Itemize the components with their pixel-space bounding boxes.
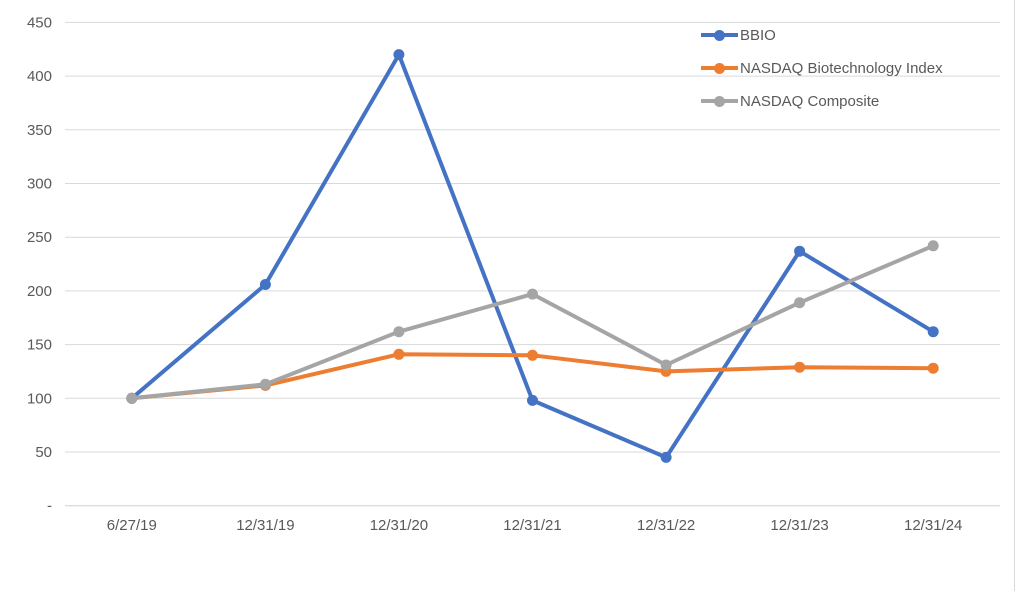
- data-point-nasdaq-composite: [126, 392, 138, 404]
- legend-marker-nasdaq-biotechnology-index: [701, 62, 738, 74]
- x-tick-label: 12/31/24: [904, 517, 962, 534]
- legend-label-bbio: BBIO: [740, 26, 776, 44]
- y-tick-label: 300: [27, 176, 52, 193]
- legend-marker-dot: [714, 29, 725, 41]
- y-tick-label: 350: [27, 122, 52, 139]
- y-tick-label: -: [47, 498, 52, 515]
- legend-label-nasdaq-biotechnology-index: NASDAQ Biotechnology Index: [740, 59, 943, 77]
- legend-marker-nasdaq-composite: [701, 95, 738, 107]
- data-point-bbio: [393, 49, 405, 61]
- legend-item-nasdaq-composite: NASDAQ Composite: [701, 90, 943, 112]
- data-point-nasdaq-composite: [527, 288, 538, 300]
- data-point-bbio: [259, 279, 271, 290]
- legend-marker-bbio: [701, 29, 738, 41]
- x-tick-label: 12/31/20: [370, 517, 428, 534]
- data-point-bbio: [660, 451, 672, 463]
- y-tick-label: 150: [27, 337, 52, 354]
- y-tick-label: 50: [35, 444, 52, 461]
- y-tick-label: 400: [27, 68, 52, 85]
- data-point-bbio: [927, 326, 939, 338]
- series-line-nasdaq-biotechnology-index: [129, 352, 936, 401]
- data-point-nasdaq-biotechnology-index: [393, 348, 405, 360]
- data-point-nasdaq-biotechnology-index: [927, 362, 939, 374]
- legend-marker-dot: [714, 95, 725, 107]
- x-tick-label: 12/31/19: [236, 517, 294, 534]
- y-tick-label: 200: [27, 283, 52, 300]
- data-point-nasdaq-composite: [794, 297, 806, 309]
- legend-marker-dot: [714, 62, 725, 74]
- data-point-bbio: [794, 245, 806, 257]
- x-tick-label: 12/31/23: [770, 517, 828, 534]
- data-point-nasdaq-composite: [660, 359, 672, 371]
- data-point-nasdaq-composite: [259, 378, 271, 390]
- data-point-nasdaq-composite: [393, 326, 405, 338]
- legend-item-bbio: BBIO: [701, 24, 943, 46]
- chart-legend: BBIO NASDAQ Biotechnology Index NASDAQ C…: [701, 24, 943, 112]
- x-tick-label: 6/27/19: [107, 517, 157, 534]
- y-tick-label: 250: [27, 229, 52, 246]
- series-line-nasdaq-composite: [129, 243, 936, 401]
- x-tick-label: 12/31/22: [637, 517, 695, 534]
- data-point-bbio: [527, 394, 538, 406]
- y-tick-label: 100: [27, 390, 52, 407]
- x-tick-label: 12/31/21: [503, 517, 561, 534]
- data-point-nasdaq-composite: [927, 240, 939, 252]
- data-point-nasdaq-biotechnology-index: [794, 361, 806, 373]
- legend-label-nasdaq-composite: NASDAQ Composite: [740, 92, 880, 110]
- data-point-nasdaq-biotechnology-index: [527, 349, 538, 361]
- y-tick-label: 450: [27, 14, 52, 31]
- legend-item-nasdaq-biotechnology-index: NASDAQ Biotechnology Index: [701, 57, 943, 79]
